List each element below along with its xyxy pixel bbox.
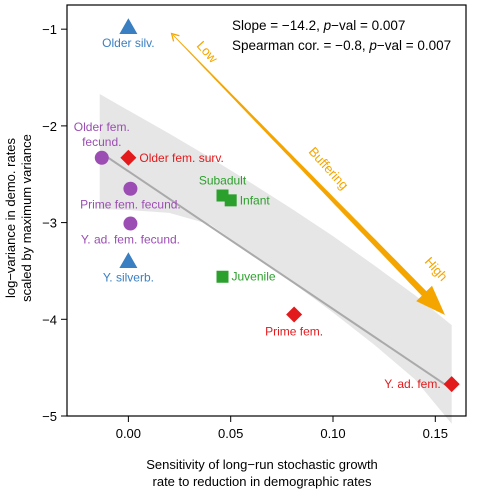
- y-axis-title-line-1: log−variance in demo. rates: [3, 137, 18, 298]
- point-prime-fem-marker: [286, 306, 303, 323]
- point-y-ad-fem-fecund-label: Y. ad. fem. fecund.: [81, 233, 180, 247]
- x-axis-title-line-1: Sensitivity of long−run stochastic growt…: [146, 457, 378, 472]
- buffering-arrow-layer: [170, 32, 445, 315]
- buffering-arrow-shaft: [172, 34, 445, 315]
- confidence-band-layer: [99, 93, 452, 424]
- buffering-high-label: High: [422, 254, 451, 284]
- point-older-fem-fecund-label-line: Older fem.: [74, 120, 130, 134]
- regression-line: [99, 151, 453, 390]
- point-older-fem-fecund-label-line: fecund.: [82, 135, 121, 149]
- point-prime-fem-fecund-label: Prime fem. fecund.: [80, 198, 181, 212]
- stats-line-1: Slope = −14.2, p−val = 0.007: [232, 18, 405, 33]
- point-infant-label-line: Infant: [240, 193, 271, 207]
- y-tick-label: −1: [42, 22, 57, 37]
- point-older-fem-fecund-label: Older fem. fecund.: [74, 120, 130, 149]
- stats-annotation: Slope = −14.2, p−val = 0.007 Spearman co…: [232, 18, 451, 53]
- point-older-silv-label-line: Older silv.: [102, 36, 154, 50]
- point-y-ad-fem-fecund-marker: [123, 216, 138, 231]
- plot-frame: [66, 4, 467, 417]
- stats-line-2: Spearman cor. = −0.8, p−val = 0.007: [232, 38, 451, 53]
- point-y-silverb-label: Y. silverb.: [103, 270, 154, 284]
- y-tick-label: −2: [42, 119, 57, 134]
- point-subadult-label-line: Subadult: [199, 174, 247, 188]
- buffering-low-label: Low: [194, 38, 222, 66]
- data-points-layer: [94, 18, 460, 393]
- point-older-silv-marker: [119, 18, 138, 34]
- point-older-fem-surv-label-line: Older fem. surv.: [139, 151, 223, 165]
- point-older-silv-label: Older silv.: [102, 36, 154, 50]
- point-subadult-label: Subadult: [199, 174, 247, 188]
- x-axis-title-line-2: rate to reduction in demographic rates: [153, 474, 372, 489]
- buffering-mid-label: Buffering: [306, 144, 352, 193]
- point-y-ad-fem-fecund-label-line: Y. ad. fem. fecund.: [81, 233, 180, 247]
- x-tick-label: 0.15: [423, 426, 448, 441]
- point-juvenile-label-line: Juvenile: [232, 270, 276, 284]
- point-y-ad-fem-label-line: Y. ad. fem.: [384, 377, 440, 391]
- point-older-fem-surv-marker: [120, 149, 137, 166]
- x-tick-label: 0.10: [320, 426, 345, 441]
- axes-layer: 0.00 0.05 0.10 0.15 −1 −2 −3 −4 −5: [42, 4, 467, 441]
- point-juvenile-label: Juvenile: [232, 270, 276, 284]
- point-older-fem-fecund-marker: [94, 150, 109, 165]
- x-tick-label: 0.05: [218, 426, 243, 441]
- point-prime-fem-fecund-marker: [123, 181, 138, 196]
- point-y-ad-fem-label: Y. ad. fem.: [384, 377, 440, 391]
- point-y-silverb-label-line: Y. silverb.: [103, 270, 154, 284]
- point-prime-fem-label: Prime fem.: [265, 324, 323, 338]
- buffering-arrow-low-head: [170, 32, 180, 42]
- x-tick-label: 0.00: [116, 426, 141, 441]
- point-infant-label: Infant: [240, 193, 271, 207]
- y-tick-label: −5: [42, 409, 57, 424]
- point-prime-fem-label-line: Prime fem.: [265, 324, 323, 338]
- point-labels-layer: Older silv. Y. silverb. Older fem. surv. Ol…: [74, 36, 441, 391]
- point-juvenile-marker: [216, 270, 229, 283]
- y-axis-title-line-2: scaled by maximum variance: [19, 134, 34, 302]
- y-tick-label: −3: [42, 216, 57, 231]
- point-y-silverb-marker: [119, 252, 138, 269]
- point-older-fem-surv-label: Older fem. surv.: [139, 151, 223, 165]
- confidence-band: [99, 93, 452, 424]
- point-infant-marker: [224, 194, 237, 207]
- point-prime-fem-fecund-label-line: Prime fem. fecund.: [80, 198, 181, 212]
- point-y-ad-fem-marker: [443, 376, 460, 393]
- y-tick-label: −4: [42, 312, 57, 327]
- regression-line-layer: [99, 151, 453, 390]
